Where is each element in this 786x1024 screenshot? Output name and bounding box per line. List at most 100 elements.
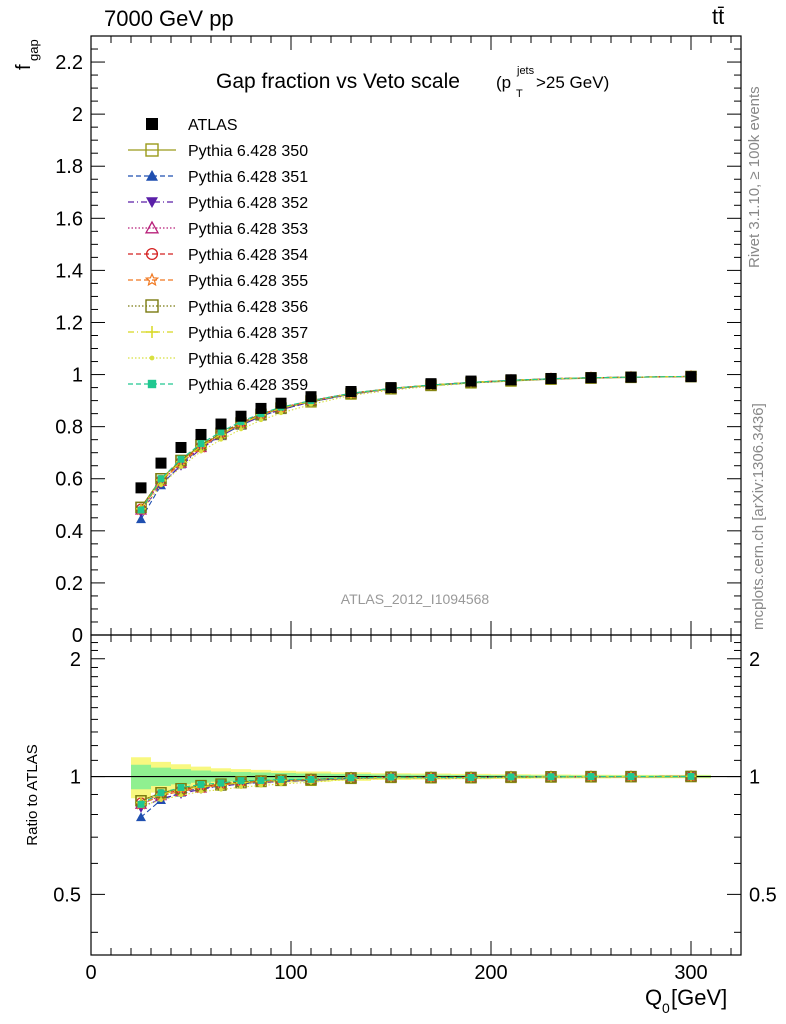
line-pythia-6-428-351 [140, 375, 692, 520]
y-tick-label: 1.4 [55, 260, 83, 282]
y-tick-label: 1 [72, 365, 83, 387]
ratio-plot-frame: 0 100 200 300 0.5 0.5 1 1 2 2 [53, 634, 777, 984]
point-pythia-6-428-358 [199, 449, 203, 454]
point-pythia-6-428-351 [136, 514, 146, 524]
point-pythia-6-428-358 [159, 483, 163, 488]
point-atlas [155, 457, 167, 469]
legend-label-pythia-6-428-353: Pythia 6.428 353 [188, 221, 308, 238]
legend-label-pythia-6-428-359: Pythia 6.428 359 [188, 377, 308, 394]
legend-marker-pythia-6-428-350 [145, 143, 159, 157]
ratio-point-pythia-6-428-359 [507, 773, 515, 781]
legend-label-pythia-6-428-351: Pythia 6.428 351 [188, 169, 308, 186]
analysis-watermark: ATLAS_2012_I1094568 [341, 591, 490, 607]
legend-marker-pythia-6-428-356 [145, 299, 159, 313]
ratio-point-pythia-6-428-358 [159, 797, 163, 802]
legend-marker-pythia-6-428-357 [146, 326, 158, 338]
point-atlas [195, 428, 207, 440]
y-axis-label-subscript: gap [26, 39, 41, 61]
ratio-point-pythia-6-428-359 [387, 773, 395, 781]
point-pythia-6-428-359 [157, 475, 165, 483]
line-pythia-6-428-356 [140, 375, 692, 508]
main-plot-frame: 0 0.2 0.4 0.6 0.8 1 1.2 1.4 1.6 1.8 2 2.2 [55, 35, 742, 955]
ratio-point-pythia-6-428-358 [239, 784, 243, 789]
ratio-point-pythia-6-428-359 [277, 775, 285, 783]
line-pythia-6-428-355 [140, 375, 692, 511]
ratio-point-pythia-6-428-359 [237, 777, 245, 785]
point-pythia-6-428-359 [177, 455, 185, 463]
ratio-point-pythia-6-428-359 [587, 773, 595, 781]
collision-energy-label: 7000 GeV pp [104, 6, 234, 31]
line-pythia-6-428-359 [140, 375, 692, 511]
point-pythia-6-428-358 [219, 437, 223, 442]
x-axis-label-subscript: 0 [662, 1000, 670, 1016]
line-pythia-6-428-350 [140, 376, 692, 508]
legend-label-pythia-6-428-354: Pythia 6.428 354 [188, 247, 308, 264]
y-tick-label: 0.4 [55, 521, 83, 543]
point-atlas [385, 382, 397, 394]
ratio-point-pythia-6-428-359 [467, 773, 475, 781]
legend-label-pythia-6-428-358: Pythia 6.428 358 [188, 351, 308, 368]
ratio-tick-label-right: 1 [749, 767, 760, 789]
title-cut-subscript: T [516, 88, 523, 100]
legend-marker-pythia-6-428-353 [144, 220, 160, 234]
y-tick-label: 0 [72, 625, 83, 647]
y-tick-label: 2 [72, 104, 83, 126]
point-atlas [235, 410, 247, 422]
y-tick-label: 1.8 [55, 156, 83, 178]
point-atlas [175, 441, 187, 453]
ratio-tick-label: 0.5 [53, 884, 81, 906]
legend-label-pythia-6-428-352: Pythia 6.428 352 [188, 195, 308, 212]
axis-labels: Gap fraction vs Veto scale (p jets T >25 GeV… [13, 39, 727, 1016]
legend-label-pythia-6-428-356: Pythia 6.428 356 [188, 299, 308, 316]
y-tick-label: 0.8 [55, 417, 83, 439]
ratio-point-pythia-6-428-358 [179, 793, 183, 798]
point-atlas [275, 397, 287, 409]
point-pythia-6-428-358 [259, 418, 263, 423]
ratio-point-pythia-6-428-359 [197, 780, 205, 788]
x-tick-label: 300 [674, 962, 707, 984]
line-pythia-6-428-352 [140, 375, 692, 513]
point-pythia-6-428-358 [279, 411, 283, 416]
legend-label-pythia-6-428-350: Pythia 6.428 350 [188, 143, 308, 160]
x-tick-label: 200 [474, 962, 507, 984]
point-atlas [255, 402, 267, 414]
point-atlas [345, 385, 357, 397]
ratio-point-pythia-6-428-359 [177, 784, 185, 792]
x-axis-label: Q [645, 985, 662, 1010]
ratio-point-pythia-6-428-359 [257, 777, 265, 785]
legend-marker-pythia-6-428-358 [149, 355, 155, 361]
line-pythia-6-428-358 [140, 375, 692, 512]
y-tick-label: 0.2 [55, 573, 83, 595]
point-atlas [585, 372, 597, 384]
y-tick-label: 1.2 [55, 312, 83, 334]
ratio-plot-border [90, 634, 742, 956]
y-tick-label: 1.6 [55, 208, 83, 230]
y-tick-label: 2.2 [55, 52, 83, 74]
point-atlas [305, 391, 317, 403]
title-cut-threshold: >25 GeV) [536, 73, 609, 92]
ratio-point-pythia-6-428-358 [219, 787, 223, 792]
point-atlas [465, 375, 477, 387]
ratio-point-pythia-6-428-359 [307, 775, 315, 783]
point-pythia-6-428-359 [197, 440, 205, 448]
x-tick-label: 0 [85, 962, 96, 984]
ratio-tick-label: 2 [70, 649, 81, 671]
point-pythia-6-428-358 [239, 427, 243, 432]
ratio-tick-label-right: 0.5 [749, 884, 777, 906]
ratio-point-pythia-6-428-359 [547, 773, 555, 781]
x-axis-label-unit: [GeV] [671, 985, 727, 1010]
point-atlas [425, 378, 437, 390]
legend-marker-pythia-6-428-352 [146, 197, 158, 208]
point-pythia-6-428-358 [179, 465, 183, 470]
point-atlas [135, 482, 147, 494]
chart-title: Gap fraction vs Veto scale [216, 70, 460, 93]
line-pythia-6-428-354 [140, 375, 692, 510]
ratio-point-pythia-6-428-358 [259, 783, 263, 788]
legend-marker-pythia-6-428-359 [147, 379, 157, 389]
ratio-point-pythia-6-428-358 [199, 789, 203, 794]
title-cut-prefix: (p [496, 73, 511, 92]
legend-label-pythia-6-428-355: Pythia 6.428 355 [188, 273, 308, 290]
ratio-point-pythia-6-428-358 [279, 781, 283, 786]
ratio-point-pythia-6-428-359 [347, 774, 355, 782]
